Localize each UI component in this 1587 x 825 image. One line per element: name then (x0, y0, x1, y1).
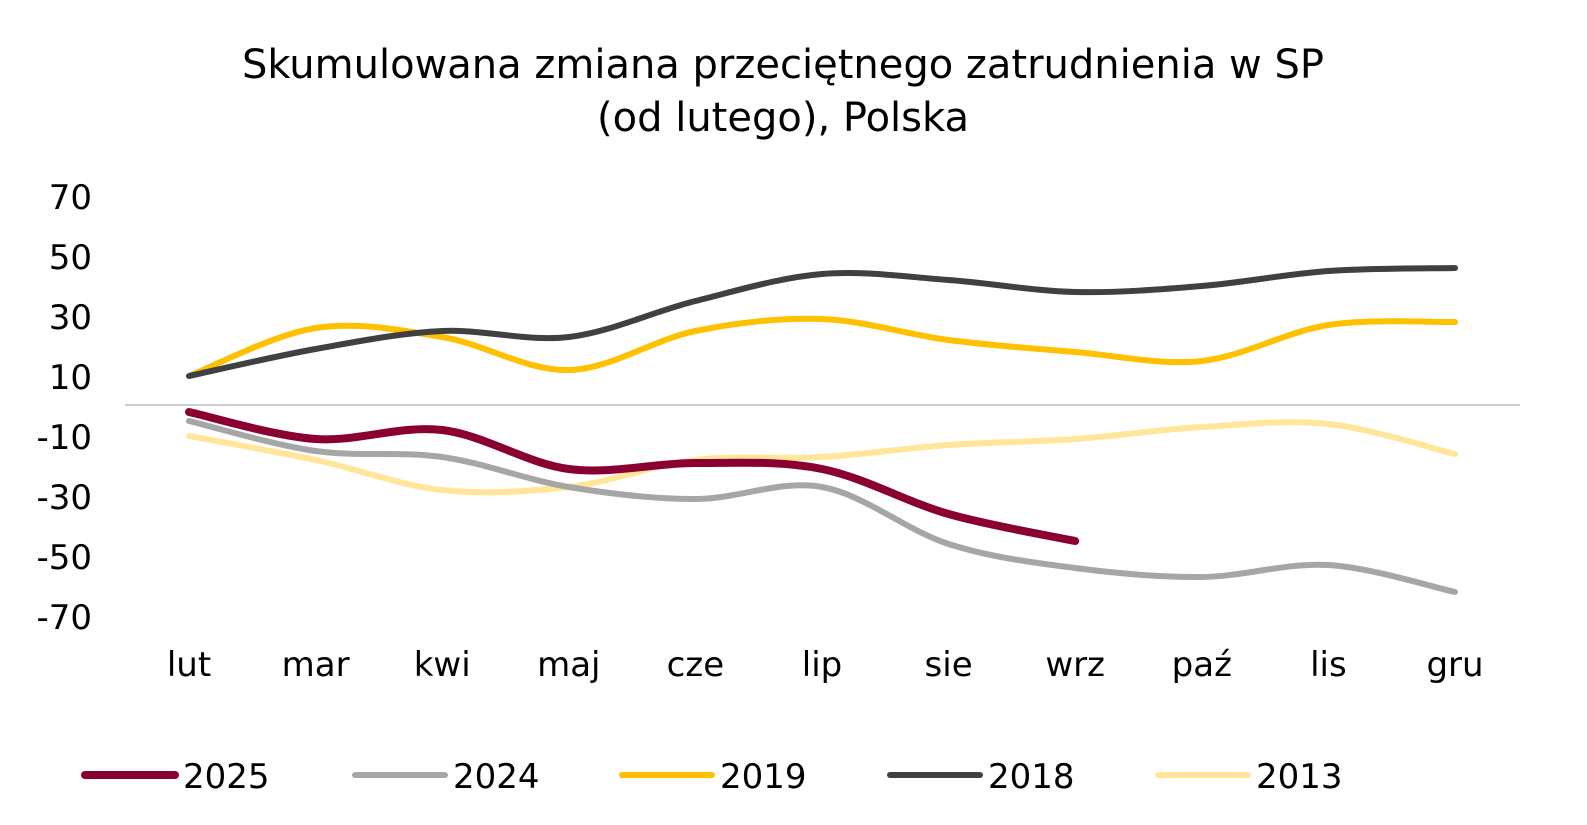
y-tick-label: -70 (36, 598, 92, 638)
x-tick-label: lip (802, 645, 842, 685)
series-line-2019 (186, 315, 1458, 379)
x-tick-label: mar (282, 645, 350, 685)
x-tick-label: kwi (414, 645, 471, 685)
y-tick-label: -10 (36, 418, 92, 458)
series-line-2025 (185, 408, 1080, 545)
y-tick-label: 50 (49, 238, 92, 278)
x-tick-label: maj (537, 645, 600, 685)
x-tick-label: paź (1172, 645, 1232, 685)
legend-label: 2025 (183, 757, 270, 797)
series-line-2013 (186, 419, 1458, 496)
series-line-2018 (186, 265, 1458, 379)
y-tick-label: -30 (36, 478, 92, 518)
x-tick-label: gru (1426, 645, 1483, 685)
chart-title-line1: Skumulowana zmiana przeciętnego zatrudni… (242, 42, 1324, 88)
x-tick-label: lut (167, 645, 211, 685)
x-tick-label: sie (925, 645, 973, 685)
y-tick-label: 30 (49, 298, 92, 338)
legend-item-2018: 2018 (887, 757, 1075, 797)
x-tick-label: cze (667, 645, 724, 685)
legend-label: 2024 (453, 757, 540, 797)
chart-title-line2: (od lutego), Polska (597, 95, 969, 141)
y-tick-label: 70 (49, 178, 92, 218)
legend-item-2025: 2025 (81, 757, 270, 797)
x-tick-label: wrz (1045, 645, 1105, 685)
x-tick-label: lis (1310, 645, 1347, 685)
y-tick-label: -50 (36, 538, 92, 578)
legend-item-2013: 2013 (1155, 757, 1343, 797)
legend-label: 2019 (720, 757, 807, 797)
y-tick-label: 10 (49, 358, 92, 398)
legend-item-2019: 2019 (619, 757, 807, 797)
legend-item-2024: 2024 (352, 757, 540, 797)
legend-label: 2018 (988, 757, 1075, 797)
series-line-2024 (186, 418, 1458, 595)
legend-label: 2013 (1256, 757, 1343, 797)
